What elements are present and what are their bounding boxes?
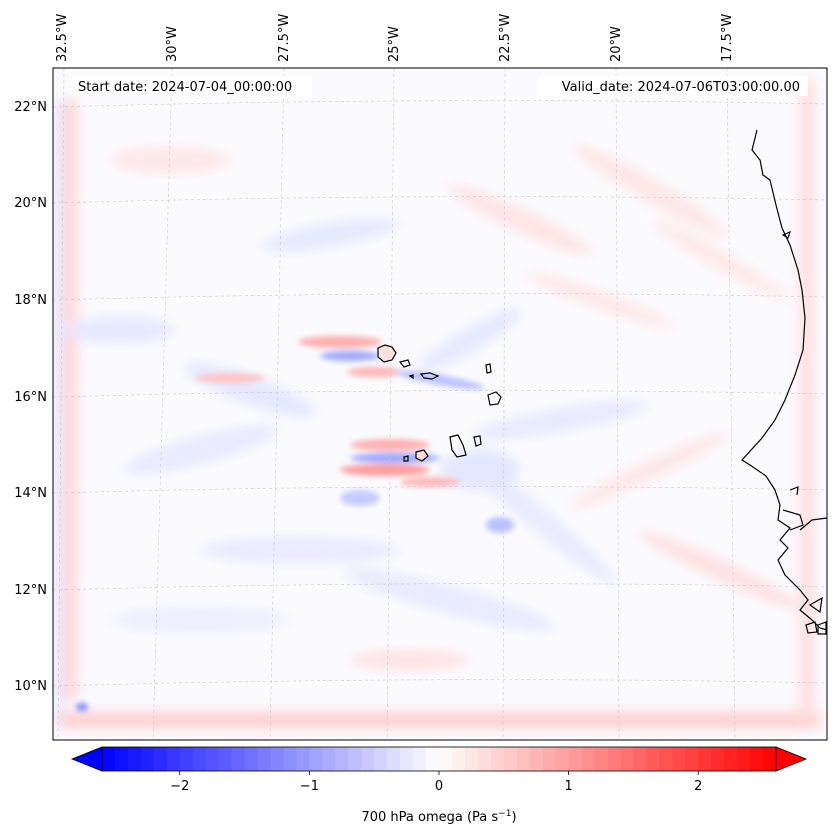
omega-field [55, 80, 820, 730]
lat-label-16n: 16°N [14, 390, 47, 405]
colorbar-segment [529, 747, 544, 771]
colorbar-segments [102, 747, 777, 771]
colorbar-segment [179, 747, 194, 771]
colorbar-segment [763, 747, 777, 771]
colorbar-segment [153, 747, 168, 771]
island-santiago [449, 434, 467, 458]
island-boa-vista [487, 391, 502, 406]
latitude-labels: 22°N 20°N 18°N 16°N 14°N 12°N 10°N [14, 100, 47, 694]
start-date-label: Start date: 2024-07-04_00:00:00 [78, 80, 292, 95]
colorbar-segment [633, 747, 647, 771]
island-brava [403, 455, 409, 462]
colorbar-max-extend [775, 746, 808, 772]
colorbar-segment [542, 747, 557, 771]
island-santo-antao [377, 344, 397, 363]
lon-label-25w: 25°W [387, 26, 402, 62]
colorbar-segment [283, 747, 298, 771]
colorbar-segment [166, 747, 181, 771]
map-frame [52, 67, 828, 741]
lat-label-14n: 14°N [14, 486, 47, 501]
colorbar-segment [439, 747, 453, 771]
colorbar-segment [244, 747, 259, 771]
lon-label-30w: 30°W [165, 26, 180, 62]
colorbar-segment [711, 747, 725, 771]
colorbar-segment [451, 747, 466, 771]
valid-date-label: Valid_date: 2024-07-06T03:00:00.00 [562, 80, 800, 95]
colorbar-tick-label: 2 [694, 779, 702, 794]
colorbar-segment [724, 747, 738, 771]
colorbar-segment [374, 747, 388, 771]
colorbar-segment [205, 747, 220, 771]
colorbar-segment [322, 747, 336, 771]
colorbar-title: 700 hPa omega (Pa s−1) [361, 809, 516, 825]
colorbar-segment [361, 747, 375, 771]
colorbar-segment [607, 747, 622, 771]
colorbar-segment [426, 747, 440, 771]
colorbar-segment [620, 747, 635, 771]
lat-label-18n: 18°N [14, 293, 47, 308]
colorbar-segment [140, 747, 155, 771]
colorbar-segment [348, 747, 362, 771]
colorbar-min-extend [70, 746, 103, 772]
colorbar-segment [555, 747, 570, 771]
colorbar-tick-label: 1 [564, 779, 572, 794]
colorbar-segment [581, 747, 596, 771]
colorbar-segment [257, 747, 272, 771]
lon-label-20w: 20°W [609, 26, 624, 62]
colorbar-segment [102, 747, 116, 771]
colorbar-tick-label: −1 [300, 779, 319, 794]
colorbar-segment [737, 747, 751, 771]
start-date-box [72, 76, 312, 96]
colorbar-segment [127, 747, 142, 771]
colorbar-segment [477, 747, 492, 771]
colorbar-segment [516, 747, 531, 771]
colorbar-segment [646, 747, 660, 771]
colorbar-segment [672, 747, 686, 771]
colorbar-segment [387, 747, 401, 771]
lat-label-22n: 22°N [14, 100, 47, 115]
colorbar-segment [218, 747, 233, 771]
colorbar-segment [114, 747, 129, 771]
colorbar-ticks: −2 −1 0 1 2 [170, 771, 702, 794]
colorbar-segment [413, 747, 427, 771]
island-maio [473, 435, 482, 447]
colorbar-segment [594, 747, 609, 771]
colorbar-segment [270, 747, 285, 771]
coastlines [377, 68, 827, 635]
colorbar-segment [335, 747, 349, 771]
africa-coastline [741, 68, 827, 631]
lat-label-10n: 10°N [14, 679, 47, 694]
lat-label-12n: 12°N [14, 583, 47, 598]
colorbar-segment [685, 747, 699, 771]
colorbar-segment [464, 747, 479, 771]
map-panel [53, 68, 827, 740]
colorbar-segment [503, 747, 518, 771]
colorbar-segment [192, 747, 207, 771]
lon-label-27-5w: 27.5°W [277, 14, 292, 62]
lat-label-20n: 20°N [14, 196, 47, 211]
gridlines [53, 68, 827, 740]
lon-label-17-5w: 17.5°W [720, 14, 735, 62]
valid-date-box [538, 76, 808, 96]
island-sao-vicente [398, 359, 411, 368]
lon-label-22-5w: 22.5°W [498, 14, 513, 62]
colorbar-tick-label: 0 [435, 779, 443, 794]
colorbar-segment [309, 747, 323, 771]
colorbar-segment [231, 747, 246, 771]
colorbar-segment [568, 747, 583, 771]
colorbar-segment [750, 747, 764, 771]
colorbar-segment [296, 747, 310, 771]
lon-label-32-5w: 32.5°W [55, 14, 70, 62]
island-sal [485, 363, 492, 374]
colorbar-segment [490, 747, 505, 771]
longitude-labels: 32.5°W 30°W 27.5°W 25°W 22.5°W 20°W 17.5… [55, 14, 735, 62]
colorbar-segment [400, 747, 414, 771]
colorbar-segment [659, 747, 673, 771]
colorbar-tick-label: −2 [170, 779, 189, 794]
colorbar: −2 −1 0 1 2 700 hPa omega (Pa s−1) [70, 746, 808, 825]
colorbar-segment [698, 747, 712, 771]
island-fogo [415, 449, 429, 462]
